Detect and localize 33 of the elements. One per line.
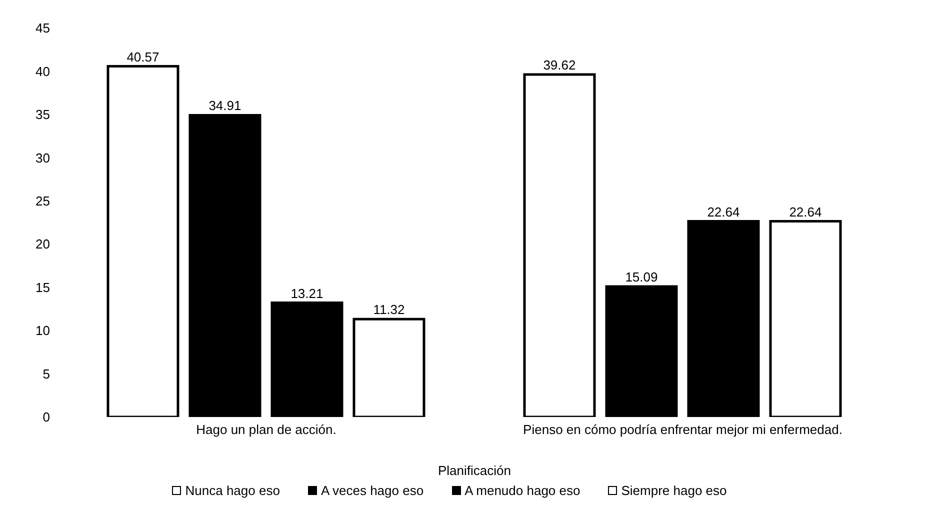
legend-label: Siempre hago eso bbox=[620, 483, 727, 498]
data-label: 15.09 bbox=[625, 270, 658, 285]
y-tick-label: 25 bbox=[36, 194, 50, 209]
y-tick-label: 30 bbox=[36, 150, 50, 166]
y-tick-label: 5 bbox=[42, 366, 50, 382]
legend-label: A veces hago eso bbox=[320, 483, 424, 498]
y-tick-label: 0 bbox=[42, 410, 50, 425]
x-tick-label: Pienso en cómo podría enfrentar mejor mi enfermedad. bbox=[523, 422, 842, 438]
bar bbox=[687, 220, 760, 417]
data-label: 13.21 bbox=[290, 286, 324, 301]
data-label: 34.91 bbox=[208, 98, 242, 114]
y-tick-label: 10 bbox=[36, 323, 50, 338]
x-tick-label: Hago un plan de acción. bbox=[196, 422, 336, 438]
bar bbox=[605, 285, 678, 417]
y-tick-label: 40 bbox=[36, 64, 50, 79]
data-label: 22.64 bbox=[789, 204, 822, 220]
bar bbox=[270, 302, 344, 417]
y-tick-label: 35 bbox=[36, 107, 50, 122]
bar bbox=[106, 65, 180, 417]
x-axis-title: Planificación bbox=[438, 463, 511, 478]
bar bbox=[352, 318, 426, 417]
y-tick-label: 15 bbox=[36, 280, 50, 295]
bar bbox=[523, 73, 596, 417]
y-tick-label: 20 bbox=[36, 236, 50, 252]
legend-label: A menudo hago eso bbox=[464, 483, 580, 498]
data-label: 22.64 bbox=[707, 204, 740, 220]
data-label: 39.62 bbox=[543, 58, 576, 73]
bar bbox=[769, 220, 842, 417]
bar bbox=[188, 114, 262, 417]
y-tick-label: 45 bbox=[36, 20, 50, 36]
data-label: 40.57 bbox=[126, 49, 160, 64]
data-label: 11.32 bbox=[373, 302, 405, 318]
legend-label: Nunca hago eso bbox=[184, 483, 280, 498]
